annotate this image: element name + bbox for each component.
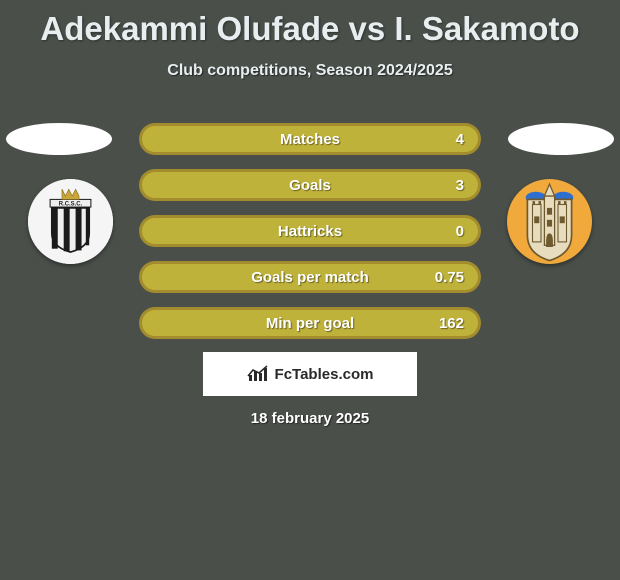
brand-footer: FcTables.com xyxy=(203,352,417,396)
stat-row: Goals per match 0.75 xyxy=(139,261,481,293)
stat-label: Hattricks xyxy=(278,223,342,240)
stat-label: Goals per match xyxy=(251,269,369,286)
brand-label: FcTables.com xyxy=(275,366,374,383)
page-title: Adekammi Olufade vs I. Sakamoto xyxy=(0,0,620,48)
date-label: 18 february 2025 xyxy=(0,410,620,427)
stat-value: 4 xyxy=(456,131,464,148)
club-badge-left: R.C.S.C. xyxy=(28,179,113,264)
stat-value: 3 xyxy=(456,177,464,194)
stat-value: 162 xyxy=(439,315,464,332)
stat-label: Goals xyxy=(289,177,331,194)
player-photo-left xyxy=(6,123,112,155)
stat-row: Matches 4 xyxy=(139,123,481,155)
chart-icon xyxy=(247,365,269,383)
stat-value: 0.75 xyxy=(435,269,464,286)
stat-row: Min per goal 162 xyxy=(139,307,481,339)
stat-value: 0 xyxy=(456,223,464,240)
subtitle: Club competitions, Season 2024/2025 xyxy=(0,62,620,80)
stat-row: Goals 3 xyxy=(139,169,481,201)
stat-label: Min per goal xyxy=(266,315,354,332)
club-badge-right xyxy=(507,179,592,264)
stat-label: Matches xyxy=(280,131,340,148)
svg-text:R.C.S.C.: R.C.S.C. xyxy=(59,201,83,207)
stat-row: Hattricks 0 xyxy=(139,215,481,247)
player-photo-right xyxy=(508,123,614,155)
